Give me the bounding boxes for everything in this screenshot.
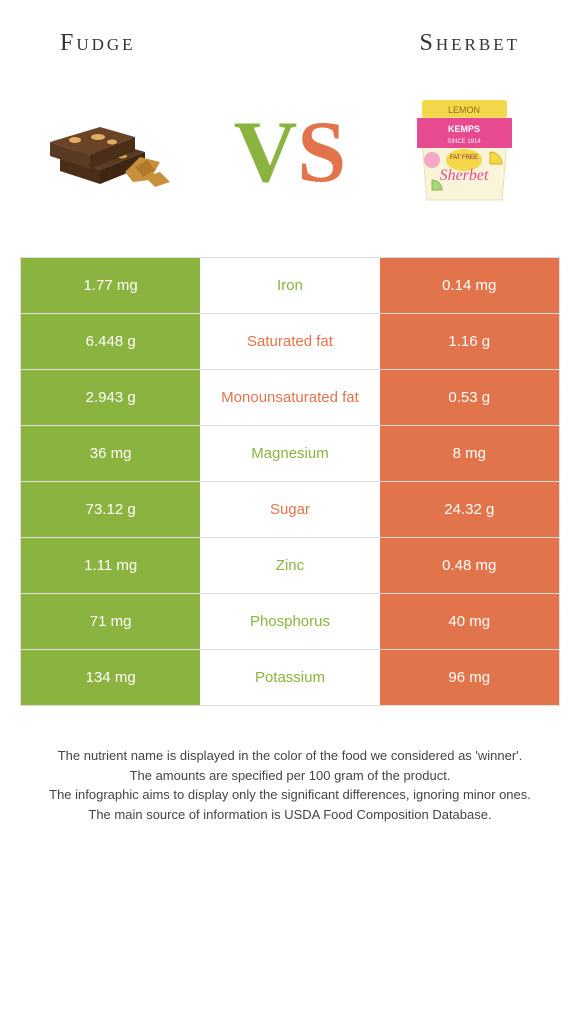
nutrient-left-value: 134 mg: [21, 650, 200, 705]
left-food-title: Fudge: [60, 30, 136, 57]
nutrient-right-value: 40 mg: [380, 594, 559, 649]
nutrient-left-value: 71 mg: [21, 594, 200, 649]
footer-line-1: The nutrient name is displayed in the co…: [25, 746, 555, 766]
nutrient-right-value: 0.14 mg: [380, 258, 559, 313]
nutrient-label: Iron: [200, 258, 379, 313]
footer-line-3: The infographic aims to display only the…: [25, 785, 555, 805]
nutrient-label: Sugar: [200, 482, 379, 537]
nutrient-label: Potassium: [200, 650, 379, 705]
header-row: Fudge Sherbet: [0, 0, 580, 67]
nutrient-label: Zinc: [200, 538, 379, 593]
fudge-image: [45, 82, 185, 222]
nutrient-left-value: 6.448 g: [21, 314, 200, 369]
sherbet-image: LEMON KEMPS SINCE 1914 FAT FREE Sherbet: [395, 82, 535, 222]
table-row: 1.11 mgZinc0.48 mg: [21, 538, 559, 594]
nutrient-right-value: 96 mg: [380, 650, 559, 705]
nutrient-table: 1.77 mgIron0.14 mg6.448 gSaturated fat1.…: [20, 257, 560, 706]
svg-text:FAT FREE: FAT FREE: [450, 155, 478, 161]
right-food-title: Sherbet: [420, 30, 520, 57]
vs-label: VS: [234, 102, 347, 203]
nutrient-left-value: 1.77 mg: [21, 258, 200, 313]
table-row: 73.12 gSugar24.32 g: [21, 482, 559, 538]
table-row: 134 mgPotassium96 mg: [21, 650, 559, 706]
nutrient-right-value: 24.32 g: [380, 482, 559, 537]
nutrient-right-value: 1.16 g: [380, 314, 559, 369]
footer-line-4: The main source of information is USDA F…: [25, 805, 555, 825]
nutrient-label: Monounsaturated fat: [200, 370, 379, 425]
table-row: 71 mgPhosphorus40 mg: [21, 594, 559, 650]
footer-line-2: The amounts are specified per 100 gram o…: [25, 766, 555, 786]
nutrient-left-value: 1.11 mg: [21, 538, 200, 593]
table-row: 2.943 gMonounsaturated fat0.53 g: [21, 370, 559, 426]
nutrient-label: Phosphorus: [200, 594, 379, 649]
table-row: 6.448 gSaturated fat1.16 g: [21, 314, 559, 370]
vs-row: VS LEMON KEMPS SINCE 1914 FAT FREE Sherb…: [0, 67, 580, 257]
svg-text:Sherbet: Sherbet: [440, 167, 489, 184]
sherbet-icon: LEMON KEMPS SINCE 1914 FAT FREE Sherbet: [402, 90, 527, 215]
nutrient-label: Saturated fat: [200, 314, 379, 369]
svg-text:LEMON: LEMON: [448, 105, 480, 115]
nutrient-left-value: 2.943 g: [21, 370, 200, 425]
nutrient-left-value: 73.12 g: [21, 482, 200, 537]
vs-s-letter: S: [297, 102, 346, 203]
svg-text:KEMPS: KEMPS: [448, 124, 480, 134]
nutrient-right-value: 0.53 g: [380, 370, 559, 425]
svg-text:SINCE 1914: SINCE 1914: [448, 139, 482, 145]
table-row: 36 mgMagnesium8 mg: [21, 426, 559, 482]
nutrient-right-value: 8 mg: [380, 426, 559, 481]
footer-notes: The nutrient name is displayed in the co…: [0, 706, 580, 824]
nutrient-label: Magnesium: [200, 426, 379, 481]
fudge-icon: [45, 102, 185, 202]
nutrient-left-value: 36 mg: [21, 426, 200, 481]
nutrient-right-value: 0.48 mg: [380, 538, 559, 593]
table-row: 1.77 mgIron0.14 mg: [21, 258, 559, 314]
vs-v-letter: V: [234, 102, 298, 203]
